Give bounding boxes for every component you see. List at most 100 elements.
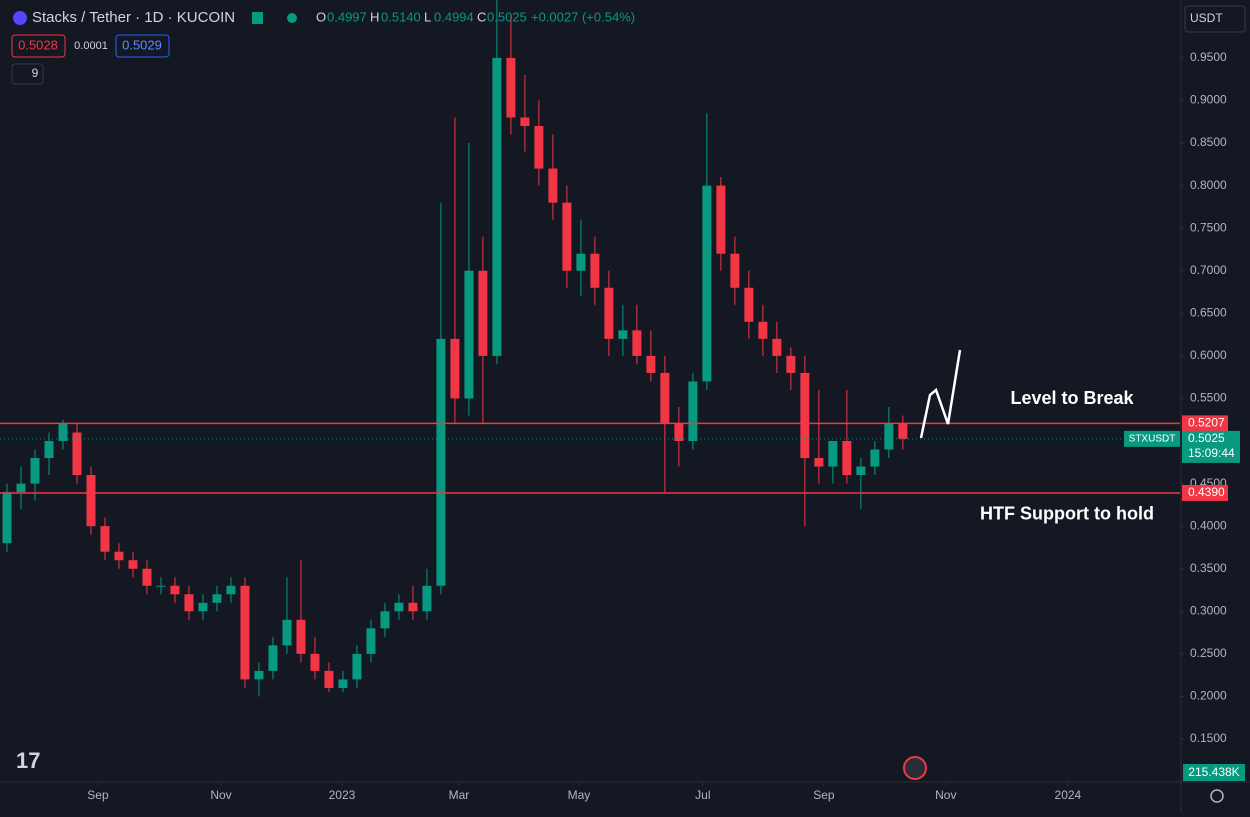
candle-body	[758, 321, 768, 339]
candle-body	[450, 338, 460, 399]
candle-body	[604, 287, 614, 339]
candle-body	[142, 568, 152, 586]
candle-body	[478, 270, 488, 356]
y-tick-label: 0.8000	[1190, 178, 1227, 192]
low-label: L	[424, 9, 431, 24]
y-tick-label: 0.3500	[1190, 561, 1227, 575]
candle-body	[856, 466, 866, 476]
candle-body	[632, 330, 642, 356]
y-tick-label: 0.6000	[1190, 348, 1227, 362]
candle-body	[520, 117, 530, 127]
candle-body	[730, 253, 740, 288]
candle-body	[576, 253, 586, 271]
currency-select[interactable]	[1184, 5, 1246, 33]
candle-body	[156, 585, 166, 587]
candle-body	[492, 57, 502, 356]
candle-body	[814, 458, 824, 467]
y-tick-label: 0.9500	[1190, 50, 1227, 64]
candle-body	[352, 653, 362, 680]
y-tick-label: 0.4000	[1190, 518, 1227, 532]
events-icon[interactable]	[903, 756, 927, 780]
candle-body	[898, 423, 908, 439]
x-tick-label: 2024	[1055, 788, 1082, 802]
candle-body	[310, 653, 320, 671]
candle-body	[198, 602, 208, 612]
level-price-tag	[1182, 484, 1228, 501]
status-dot	[287, 13, 297, 23]
open-label: O	[316, 9, 326, 24]
indicators-toggle[interactable]	[11, 63, 44, 85]
level-annotation: Level to Break	[1010, 388, 1134, 408]
candle-body	[408, 602, 418, 612]
candle-body	[86, 475, 96, 527]
currency-label: USDT	[1190, 11, 1223, 25]
candle-body	[184, 594, 194, 612]
plot-area: Level to Break HTF Support to hold	[0, 0, 1180, 697]
y-tick-label: 0.7500	[1190, 220, 1227, 234]
candle-body	[590, 253, 600, 288]
low-value: 0.4994	[434, 9, 474, 24]
open-value: 0.4997	[327, 9, 367, 24]
candle-body	[562, 202, 572, 271]
candle-body	[226, 585, 236, 595]
symbol-tag	[1124, 430, 1180, 447]
candle-body	[16, 483, 26, 493]
y-tick-label: 0.1500	[1190, 731, 1227, 745]
y-tick-label: 0.6500	[1190, 305, 1227, 319]
last-price-tag	[1182, 430, 1240, 463]
flag-icon[interactable]	[252, 12, 263, 24]
change-value: +0.0027 (+0.54%)	[531, 9, 635, 24]
candle-body	[30, 458, 40, 484]
candle-body	[380, 611, 390, 629]
close-value: 0.5025	[487, 9, 527, 24]
candle-body	[366, 628, 376, 654]
y-tick-label: 0.9000	[1190, 93, 1227, 107]
candle-body	[548, 168, 558, 203]
y-tick-label: 0.7000	[1190, 263, 1227, 277]
candle-body	[674, 423, 684, 442]
y-tick-label: 0.2500	[1190, 646, 1227, 660]
candle-body	[744, 287, 754, 322]
candle-body	[688, 381, 698, 442]
settings-button[interactable]	[1210, 789, 1224, 803]
symbol-title[interactable]: Stacks / Tether · 1D · KUCOIN	[32, 9, 235, 26]
candle-body	[2, 492, 12, 544]
candle-body	[772, 338, 782, 356]
symbol-icon	[13, 11, 27, 25]
candle-body	[268, 645, 278, 671]
candle-body	[72, 432, 82, 476]
candle-body	[660, 372, 670, 424]
logo[interactable]: 17	[16, 748, 40, 773]
candle-body	[296, 619, 306, 654]
countdown-label: 15:09:44	[1188, 446, 1235, 460]
candle-body	[254, 670, 264, 680]
indicators-count: 9	[32, 66, 39, 80]
candle-body	[240, 585, 250, 680]
high-label: H	[370, 9, 379, 24]
projection-drawing	[919, 349, 962, 439]
y-tick-label: 0.5500	[1190, 391, 1227, 405]
spread-value: 0.0001	[74, 40, 108, 52]
high-value: 0.5140	[381, 9, 421, 24]
candle-body	[786, 355, 796, 373]
candle-body	[464, 270, 474, 399]
candle-body	[716, 185, 726, 254]
candle-body	[884, 423, 894, 450]
candle-body	[44, 441, 54, 459]
close-label: C	[477, 9, 486, 24]
x-tick-label: Nov	[210, 788, 231, 802]
candle-body	[870, 449, 880, 467]
candle-body	[800, 372, 810, 459]
bid-button[interactable]	[11, 34, 66, 58]
candle-body	[212, 594, 222, 603]
candle-body	[842, 441, 852, 476]
ask-value: 0.5029	[122, 37, 162, 52]
ask-button[interactable]	[115, 34, 170, 58]
candle-body	[436, 338, 446, 586]
x-tick-label: 2023	[329, 788, 356, 802]
x-tick-label: Jul	[695, 788, 710, 802]
level-price-label: 0.5207	[1188, 416, 1225, 430]
candle-body	[422, 585, 432, 612]
